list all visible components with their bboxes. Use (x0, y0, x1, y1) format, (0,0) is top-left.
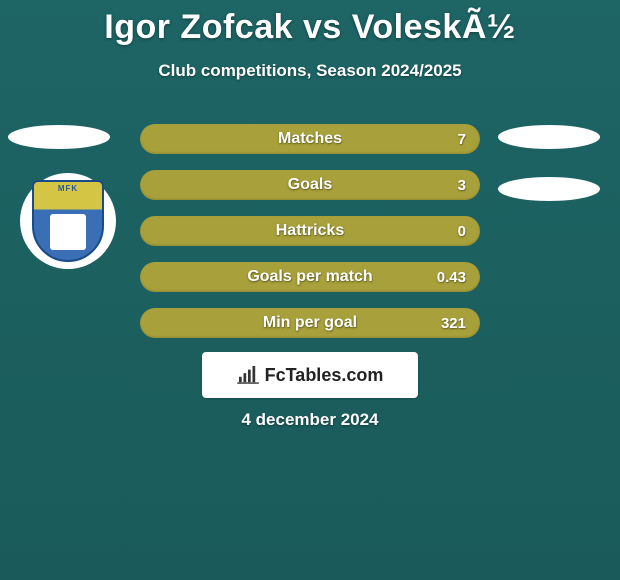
club-badge-shield: MFK (32, 180, 104, 262)
stat-label: Min per goal (140, 314, 480, 332)
player2-club-placeholder (498, 177, 600, 201)
stat-row-hattricks: Hattricks 0 (140, 216, 480, 246)
stat-row-min-per-goal: Min per goal 321 (140, 308, 480, 338)
stat-label: Matches (140, 130, 480, 148)
stats-panel: Matches 7 Goals 3 Hattricks 0 Goals per … (140, 124, 480, 354)
footer-date: 4 december 2024 (0, 410, 620, 430)
stat-value: 321 (441, 315, 466, 332)
club-badge-text: MFK (34, 184, 102, 193)
stat-label: Goals (140, 176, 480, 194)
club-badge-castle-icon (50, 214, 86, 250)
player2-avatar-placeholder (498, 125, 600, 149)
stat-value: 0.43 (437, 269, 466, 286)
stat-row-goals-per-match: Goals per match 0.43 (140, 262, 480, 292)
player1-avatar-placeholder (8, 125, 110, 149)
page-title: Igor Zofcak vs VoleskÃ½ (0, 0, 620, 47)
stat-row-matches: Matches 7 (140, 124, 480, 154)
stat-row-goals: Goals 3 (140, 170, 480, 200)
stat-label: Goals per match (140, 268, 480, 286)
page-subtitle: Club competitions, Season 2024/2025 (0, 61, 620, 81)
stat-value: 3 (458, 177, 466, 194)
brand-box: FcTables.com (202, 352, 418, 398)
stat-value: 0 (458, 223, 466, 240)
stat-label: Hattricks (140, 222, 480, 240)
brand-text: FcTables.com (265, 365, 384, 386)
bar-chart-icon (237, 366, 259, 384)
stat-value: 7 (458, 131, 466, 148)
player1-club-badge: MFK (20, 173, 116, 269)
